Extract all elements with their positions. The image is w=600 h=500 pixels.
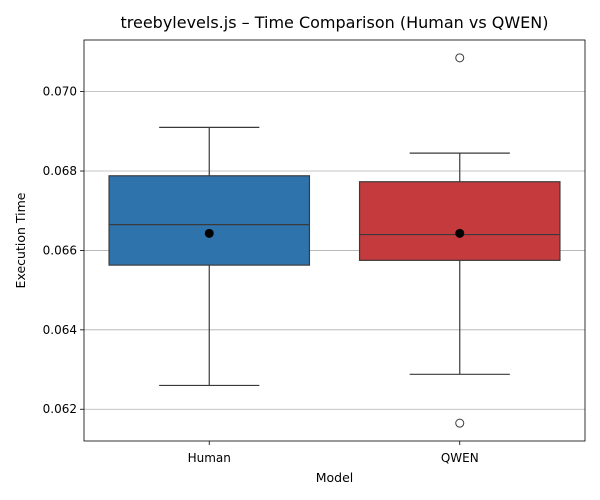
boxes: [108, 53, 561, 428]
x-axis-ticks: Human QWEN: [188, 441, 479, 465]
box-qwen: [358, 53, 561, 428]
y-tick-label: 0.070: [43, 85, 77, 99]
y-axis-ticks: 0.062 0.064 0.066 0.068 0.070: [43, 85, 84, 416]
x-tick-label: Human: [188, 451, 231, 465]
y-tick-label: 0.062: [43, 402, 77, 416]
y-tick-label: 0.068: [43, 164, 77, 178]
x-axis-label: Model: [316, 470, 354, 485]
box-human: [108, 126, 311, 387]
mean-marker: [204, 228, 214, 238]
y-tick-label: 0.064: [43, 323, 77, 337]
mean-marker: [455, 228, 465, 238]
iqr-box: [108, 175, 311, 266]
chart-title: treebylevels.js – Time Comparison (Human…: [120, 13, 548, 32]
iqr-box: [358, 181, 561, 261]
outlier-point: [455, 53, 465, 63]
y-axis-label: Execution Time: [13, 192, 28, 288]
plot-frame: [83, 39, 586, 442]
y-tick-label: 0.066: [43, 243, 77, 257]
outlier-point: [455, 418, 465, 428]
x-tick-label: QWEN: [441, 451, 479, 465]
